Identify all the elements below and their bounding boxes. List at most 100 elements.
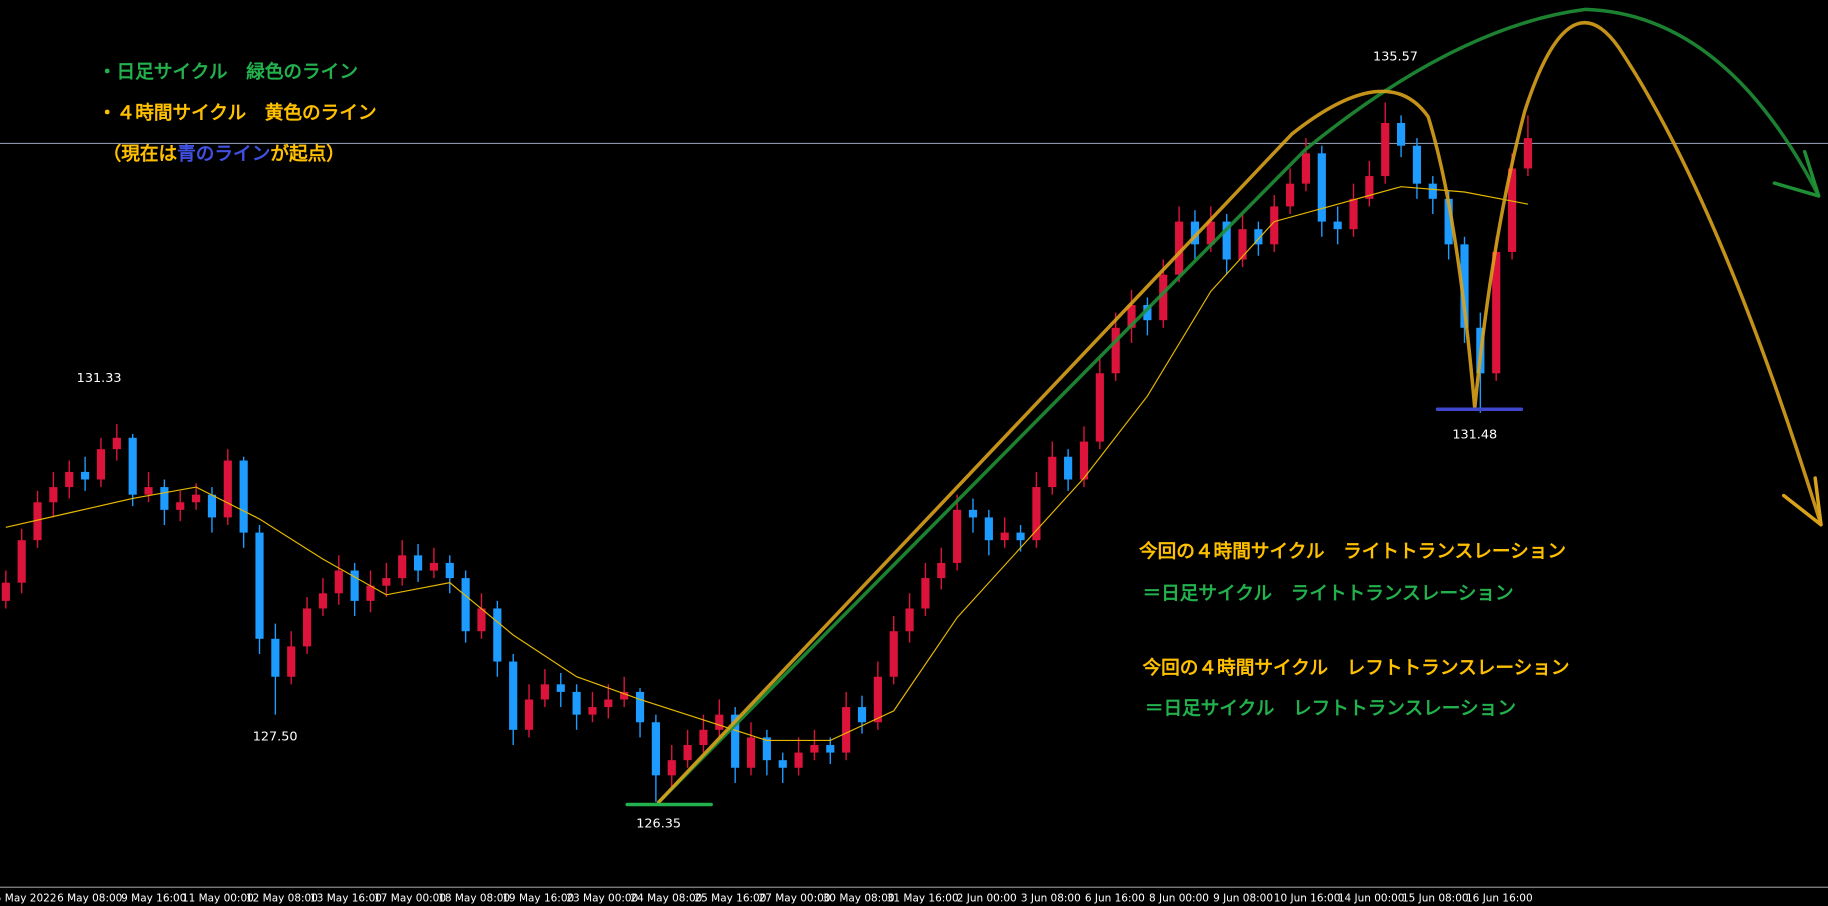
candle-body — [1396, 122, 1406, 146]
candle-body — [778, 760, 787, 768]
candle-body — [1428, 183, 1437, 199]
candle-body — [1412, 145, 1422, 184]
candle-body — [334, 570, 343, 594]
candle-body — [1492, 251, 1501, 374]
candle-body — [192, 494, 201, 503]
annotation: ・日足サイクル 緑色のライン — [98, 61, 358, 83]
annotation: ＝日足サイクル ライトトランスレーション — [1143, 583, 1514, 604]
candle-body — [350, 570, 359, 601]
candle-body — [1016, 532, 1025, 541]
candle-body — [1507, 168, 1517, 252]
annotation-part: 今回の４時間サイクル レフトトランスレーション — [1142, 657, 1570, 679]
candle-body — [382, 578, 391, 586]
candle-body — [794, 752, 803, 768]
candle-body — [1460, 244, 1469, 328]
x-tick-label: 6 May 08:00 — [57, 892, 122, 904]
candle-body — [715, 714, 724, 730]
candle-body — [1301, 153, 1311, 184]
x-tick-label: 11 May 00:00 — [182, 892, 254, 904]
candle-body — [984, 517, 993, 541]
candle-body — [968, 509, 978, 518]
candle-body — [239, 460, 248, 533]
candle-body — [524, 699, 534, 730]
candle-body — [255, 532, 264, 639]
x-tick-label: 3 Jun 08:00 — [1021, 892, 1081, 904]
candle-body — [1270, 206, 1279, 245]
candle-body — [81, 471, 90, 480]
candle-body — [937, 562, 946, 579]
x-tick-label: 9 Jun 08:00 — [1213, 892, 1273, 904]
candle-body — [762, 737, 771, 761]
candle-body — [826, 745, 835, 753]
candle-body — [112, 437, 121, 450]
candle-body — [873, 676, 882, 723]
candle-body — [493, 608, 502, 662]
price-label: 131.33 — [77, 371, 122, 386]
candle-body — [1032, 487, 1041, 541]
candle-body — [1159, 274, 1168, 321]
candle-body — [540, 684, 549, 700]
candle-body — [1190, 221, 1200, 245]
plot — [0, 102, 1828, 802]
annotation-part: ・４時間サイクル 黄色のライン — [98, 102, 377, 124]
candle-body — [842, 707, 851, 753]
candle-body — [1238, 229, 1247, 260]
annotation: （現在は青のラインが起点） — [103, 143, 345, 165]
daily-arrow — [1772, 149, 1821, 198]
candle-body — [1365, 176, 1374, 199]
candle-body — [556, 684, 565, 692]
candle-body — [588, 707, 597, 715]
candle-body — [1444, 198, 1453, 245]
candle-body — [429, 562, 438, 571]
four-hour-arrow — [1781, 476, 1823, 527]
price-label: 131.48 — [1452, 427, 1497, 442]
annotation: ＝日足サイクル レフトトランスレーション — [1145, 699, 1516, 720]
price-label: 127.50 — [253, 729, 298, 744]
candle-body — [1349, 198, 1358, 230]
candle-body — [921, 578, 930, 609]
candle-body — [667, 760, 676, 776]
candle-body — [635, 691, 645, 723]
candle-body — [207, 494, 217, 518]
annotation-part: が起点） — [270, 143, 345, 165]
annotation: ・４時間サイクル 黄色のライン — [98, 102, 377, 124]
candle-body — [1127, 305, 1136, 328]
candle-body — [49, 487, 58, 503]
candle-body — [509, 661, 518, 730]
candle-body — [1222, 221, 1231, 260]
annotation: 今回の４時間サイクル レフトトランスレーション — [1142, 657, 1570, 679]
candle-body — [810, 745, 819, 753]
candle-body — [160, 487, 169, 510]
candle-body — [1523, 138, 1532, 169]
hand-drawings — [625, 7, 1823, 807]
candle-body — [17, 540, 26, 583]
candle-body — [857, 707, 867, 723]
candle-body — [445, 562, 454, 579]
candle-body — [1381, 122, 1390, 177]
x-tick-label: 16 Jun 16:00 — [1466, 892, 1533, 904]
x-tick-label: 31 May 16:00 — [887, 892, 959, 904]
candle-body — [33, 502, 42, 541]
candle-body — [905, 608, 914, 632]
candle-body — [96, 449, 106, 480]
candle-body — [889, 631, 898, 677]
annotation-part: 今回の４時間サイクル ライトトランスレーション — [1138, 540, 1566, 562]
candle-body — [1175, 221, 1184, 275]
candle-body — [318, 593, 328, 609]
price-label: 135.57 — [1373, 50, 1418, 65]
candle-body — [271, 638, 280, 677]
candle-body — [366, 585, 375, 601]
candle-body — [746, 737, 756, 768]
annotation-part: ＝日足サイクル レフトトランスレーション — [1145, 699, 1516, 720]
candle-body — [651, 722, 660, 776]
candle-body — [604, 699, 613, 708]
candle-body — [572, 691, 581, 715]
candle-body — [953, 509, 962, 563]
x-tick-label: 8 Jun 00:00 — [1149, 892, 1209, 904]
x-tick-label: 30 May 08:00 — [823, 892, 895, 904]
candle-body — [699, 729, 708, 746]
x-tick-label: 25 May 16:00 — [695, 892, 767, 904]
